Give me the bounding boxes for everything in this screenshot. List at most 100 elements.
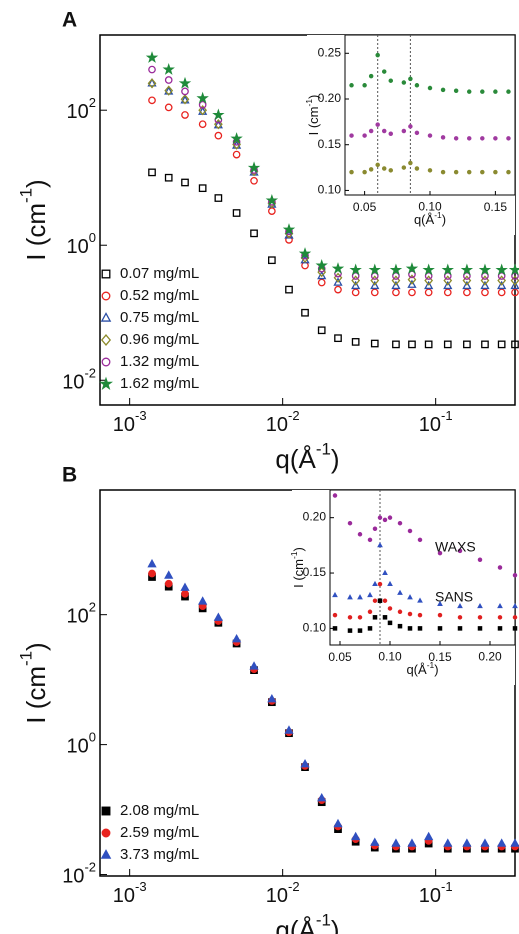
data-point — [387, 580, 393, 587]
y-axis-label: I (cm-1) — [304, 95, 321, 136]
data-point — [349, 169, 354, 175]
data-point — [232, 150, 241, 159]
data-point — [351, 280, 361, 290]
data-point — [417, 626, 423, 631]
data-point — [145, 51, 159, 63]
data-point — [349, 83, 354, 88]
y-axis-label-part: I (cm — [291, 559, 306, 588]
x-tick-label: 0.10 — [418, 200, 442, 214]
data-point — [317, 270, 327, 280]
y-axis-label: I (cm-1) — [289, 547, 306, 588]
data-point — [460, 263, 474, 276]
data-point — [480, 136, 485, 141]
data-point — [493, 136, 498, 141]
data-point — [315, 259, 328, 271]
data-point — [362, 133, 367, 138]
data-point — [480, 838, 490, 847]
data-point — [147, 558, 157, 568]
data-point — [213, 612, 223, 621]
data-point — [357, 615, 363, 620]
data-point — [370, 837, 380, 846]
data-point — [198, 105, 208, 116]
data-point — [480, 280, 490, 290]
annotation: SANS — [435, 589, 473, 605]
data-point — [164, 173, 173, 182]
y-axis-label-part: -1 — [304, 99, 314, 107]
data-point — [368, 73, 374, 79]
data-point — [511, 288, 519, 297]
legend-marker — [100, 849, 112, 859]
data-point — [408, 160, 413, 166]
y-tick-label-base: 10 — [67, 606, 89, 628]
data-point — [417, 537, 423, 543]
x-tick-label-base: 0.20 — [478, 650, 502, 664]
data-point — [382, 615, 388, 620]
data-point — [357, 628, 363, 633]
data-point — [147, 78, 157, 87]
data-point — [351, 272, 360, 280]
data-point — [317, 278, 326, 287]
data-point — [181, 178, 189, 187]
x-tick-label: 0.15 — [428, 650, 452, 664]
x-axis-label: q(Å-1) — [414, 210, 446, 227]
data-point — [463, 272, 471, 280]
legend-label: 0.07 mg/mL — [120, 265, 199, 282]
data-point — [463, 340, 471, 349]
data-point — [437, 612, 443, 618]
data-point — [212, 108, 225, 121]
y-axis-label-part: I (cm — [306, 106, 321, 135]
data-point — [387, 515, 393, 520]
data-point — [424, 831, 434, 841]
data-point — [462, 838, 472, 847]
data-point — [198, 120, 207, 129]
data-point — [387, 620, 393, 626]
data-point — [401, 165, 407, 170]
data-point — [477, 615, 483, 620]
legend-marker — [100, 312, 112, 322]
data-point — [375, 122, 380, 127]
data-point — [333, 277, 343, 286]
y-tick-label: 0.10 — [303, 621, 327, 635]
data-point — [367, 591, 373, 598]
x-tick-label-base: 0.10 — [378, 650, 402, 664]
y-tick-label: 0.15 — [318, 137, 342, 151]
data-point — [349, 133, 354, 138]
data-point — [437, 626, 443, 631]
data-point — [512, 615, 518, 620]
data-point — [407, 611, 413, 617]
data-point — [497, 615, 503, 620]
data-point — [178, 76, 192, 89]
data-point — [332, 612, 338, 618]
data-point — [391, 275, 401, 286]
data-point — [368, 263, 381, 276]
y-tick-label-base: 10 — [62, 372, 84, 394]
data-point — [377, 598, 383, 603]
y-tick-label: 0.15 — [303, 565, 327, 579]
data-point — [214, 131, 223, 140]
legend-marker — [101, 291, 111, 301]
data-point — [457, 626, 463, 631]
data-point — [407, 528, 413, 534]
data-point — [148, 168, 156, 177]
data-point — [333, 818, 343, 828]
data-point — [493, 169, 498, 175]
y-tick-label: 0.20 — [318, 91, 342, 105]
y-tick-label: 102 — [67, 96, 96, 124]
data-point — [392, 272, 400, 280]
data-point — [181, 87, 189, 96]
data-point — [480, 169, 485, 175]
data-point — [148, 569, 156, 578]
x-axis-label-part: -1 — [427, 660, 435, 670]
data-point — [453, 88, 459, 94]
y-axis-label-part: I (cm — [21, 666, 51, 724]
data-point — [368, 128, 374, 134]
data-point — [511, 340, 519, 349]
data-point — [508, 263, 519, 276]
data-point — [317, 326, 326, 335]
x-axis-label-part: ) — [442, 212, 446, 227]
data-point — [392, 288, 400, 297]
x-tick-label: 0.05 — [328, 650, 352, 664]
data-point — [370, 272, 379, 280]
data-point — [417, 597, 423, 603]
